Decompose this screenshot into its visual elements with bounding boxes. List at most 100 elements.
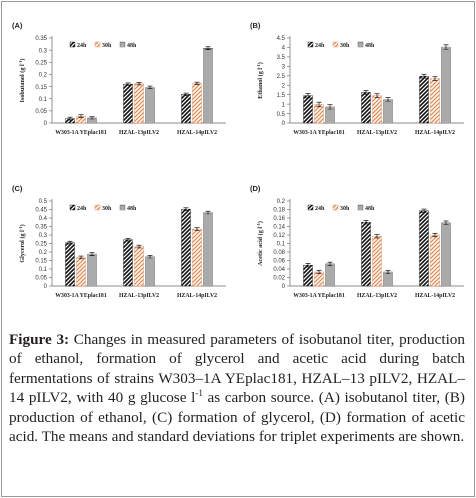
y-tick-label: 4	[282, 46, 286, 52]
legend-label: 48h	[365, 206, 375, 212]
y-tick-label: 0.4	[39, 216, 48, 222]
legend-label: 24h	[77, 43, 87, 49]
y-tick-label: 2	[282, 83, 286, 89]
bar	[123, 83, 133, 124]
bar	[303, 95, 313, 124]
bar	[419, 210, 429, 287]
y-tick-label: 0.2	[39, 250, 48, 256]
x-category-label: W303-1A YEplac181	[293, 293, 345, 299]
y-tick-label: 0.02	[273, 276, 285, 282]
bar	[361, 222, 371, 287]
legend-label: 48h	[127, 43, 137, 49]
bar	[145, 87, 155, 124]
legend-label: 24h	[315, 43, 325, 49]
legend-swatch	[332, 204, 339, 211]
y-tick-label: 2.5	[277, 74, 286, 80]
y-tick-label: 0.2	[277, 199, 286, 205]
x-category-label: HZAL-13pILV2	[357, 130, 397, 136]
y-tick-label: 0.08	[273, 250, 285, 256]
y-tick-label: 0.1	[39, 267, 48, 273]
y-tick-label: 0.45	[35, 208, 47, 214]
y-tick-label: 0.15	[35, 85, 47, 91]
y-axis-label: Glycerol (g l-1)	[18, 224, 26, 262]
bar	[76, 257, 86, 287]
bar	[123, 239, 133, 287]
caption-text-part-1: Changes in measured parameters of isobut…	[9, 331, 469, 407]
y-tick-label: 0.16	[273, 216, 285, 222]
panel-label: (A)	[12, 21, 23, 30]
chart-panel-d: (D) 0 0.02 0.04 0.06 0.08 0.1 0.12 0.14 0.16 0.18 0…	[238, 163, 476, 328]
legend-swatch	[332, 41, 339, 48]
y-axis-label: Acetic acid (g l-1)	[256, 221, 264, 266]
y-tick-label: 0.04	[273, 267, 285, 273]
legend-label: 48h	[127, 206, 137, 212]
bar	[314, 104, 324, 124]
y-tick-label: 0.3	[39, 233, 48, 239]
chart-panel-a: (A) 0 0.05 0.1 0.15 0.2 0.25 0.3 0.35 Isobutanol …	[0, 0, 238, 165]
y-tick-label: 0.14	[273, 225, 285, 231]
legend-swatch	[357, 41, 364, 48]
legend-swatch	[69, 41, 76, 48]
x-category-label: HZAL-13pILV2	[119, 293, 159, 299]
bar	[441, 222, 451, 287]
y-tick-label: 3.5	[277, 55, 286, 61]
legend-swatch	[69, 204, 76, 211]
y-tick-label: 0.12	[273, 233, 285, 239]
chart-svg: (A) 0 0.05 0.1 0.15 0.2 0.25 0.3 0.35 Isobutanol …	[12, 21, 226, 136]
y-axis-label: Isobutanol (g l-1)	[18, 59, 26, 103]
bar	[203, 48, 213, 124]
bar	[145, 256, 155, 287]
y-tick-label: 0.18	[273, 208, 285, 214]
y-tick-label: 0	[44, 121, 48, 127]
bar	[325, 263, 335, 287]
y-tick-label: 0.5	[39, 199, 48, 205]
legend-swatch	[307, 41, 314, 48]
y-tick-label: 0.25	[35, 60, 47, 66]
chart-svg: (D) 0 0.02 0.04 0.06 0.08 0.1 0.12 0.14 0.16 0.18 0…	[250, 184, 464, 299]
legend-label: 30h	[340, 206, 350, 212]
bar	[441, 46, 451, 124]
chart-svg: (B) 0 0.5 1 1.5 2 2.5 3 3.5 4 4.5 Ethanol (g l-1) W3…	[250, 21, 464, 136]
bar	[303, 264, 313, 287]
y-tick-label: 0.25	[35, 242, 47, 248]
bar	[372, 236, 382, 287]
bar	[314, 271, 324, 287]
y-tick-label: 0.05	[35, 109, 47, 115]
y-tick-label: 4.5	[277, 36, 286, 42]
legend-label: 24h	[77, 206, 87, 212]
legend-label: 30h	[102, 43, 112, 49]
bar	[192, 83, 202, 124]
legend-swatch	[307, 204, 314, 211]
bar	[419, 75, 429, 124]
panel-label: (B)	[250, 21, 261, 30]
bar	[430, 78, 440, 124]
bar	[181, 208, 191, 287]
y-tick-label: 0.35	[35, 36, 47, 42]
y-tick-label: 0.05	[35, 276, 47, 282]
y-tick-label: 0.1	[277, 242, 286, 248]
legend-swatch	[357, 204, 364, 211]
caption-label: Figure 3:	[9, 331, 70, 348]
y-tick-label: 0.2	[39, 73, 48, 79]
bar	[181, 94, 191, 124]
caption-superscript: -1	[195, 388, 203, 399]
bar	[134, 246, 144, 287]
legend-swatch	[94, 204, 101, 211]
chart-panel-b: (B) 0 0.5 1 1.5 2 2.5 3 3.5 4 4.5 Ethanol (g l-1) W3…	[238, 0, 476, 165]
figure-caption: Figure 3: Changes in measured parameters…	[9, 330, 465, 446]
y-tick-label: 0	[282, 284, 286, 290]
x-category-label: HZAL-14pILV2	[177, 293, 217, 299]
bar	[430, 234, 440, 287]
legend-label: 24h	[315, 206, 325, 212]
chart-svg: (C) 0 0.05 0.1 0.15 0.2 0.25 0.3 0.35 0.4 0.45 0.5 G…	[12, 184, 226, 299]
legend-label: 30h	[340, 43, 350, 49]
y-tick-label: 0	[44, 284, 48, 290]
y-tick-label: 0	[282, 121, 286, 127]
bar	[87, 253, 97, 287]
x-category-label: W303-1A YEplac181	[293, 130, 345, 136]
bar	[203, 212, 213, 287]
y-tick-label: 0.35	[35, 225, 47, 231]
y-tick-label: 0.5	[277, 112, 286, 118]
caption-text-part-2: as carbon source. (A) isobutanol titer, …	[9, 389, 469, 446]
